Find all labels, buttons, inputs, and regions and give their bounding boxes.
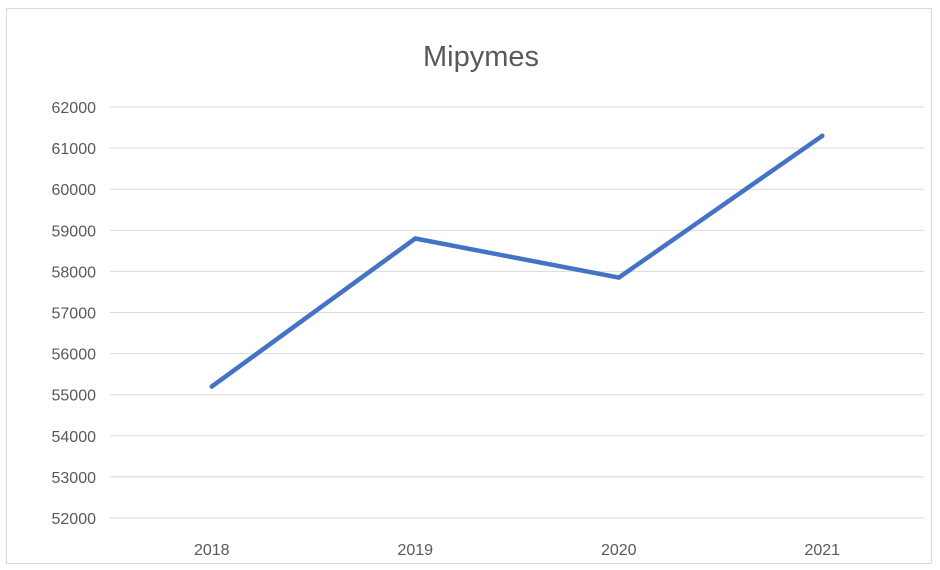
chart-title: Mipymes [423,41,539,73]
y-tick-label: 54000 [52,429,97,446]
data-point [413,236,418,241]
y-tick-label: 61000 [52,141,97,158]
data-point [209,384,214,389]
x-tick-label: 2021 [804,542,840,559]
y-tick-label: 62000 [52,100,97,117]
gridlines [110,106,924,519]
data-point [616,275,621,280]
data-point [820,133,825,138]
series-layer [209,133,825,389]
x-axis-tick-labels: 2018 2019 2020 2021 [194,542,840,559]
y-axis-tick-labels: 62000 61000 60000 59000 58000 57000 56000 55000… [52,100,97,528]
y-tick-label: 52000 [52,511,97,528]
y-tick-label: 53000 [52,470,97,487]
x-tick-label: 2019 [397,542,433,559]
x-tick-label: 2018 [194,542,230,559]
y-tick-label: 60000 [52,182,97,199]
y-tick-label: 59000 [52,223,97,240]
y-tick-label: 58000 [52,264,97,281]
chart-area [6,8,932,564]
series-line [209,133,825,389]
y-tick-label: 55000 [52,388,97,405]
x-tick-label: 2020 [601,542,637,559]
y-tick-label: 56000 [52,347,97,364]
y-tick-label: 57000 [52,306,97,323]
